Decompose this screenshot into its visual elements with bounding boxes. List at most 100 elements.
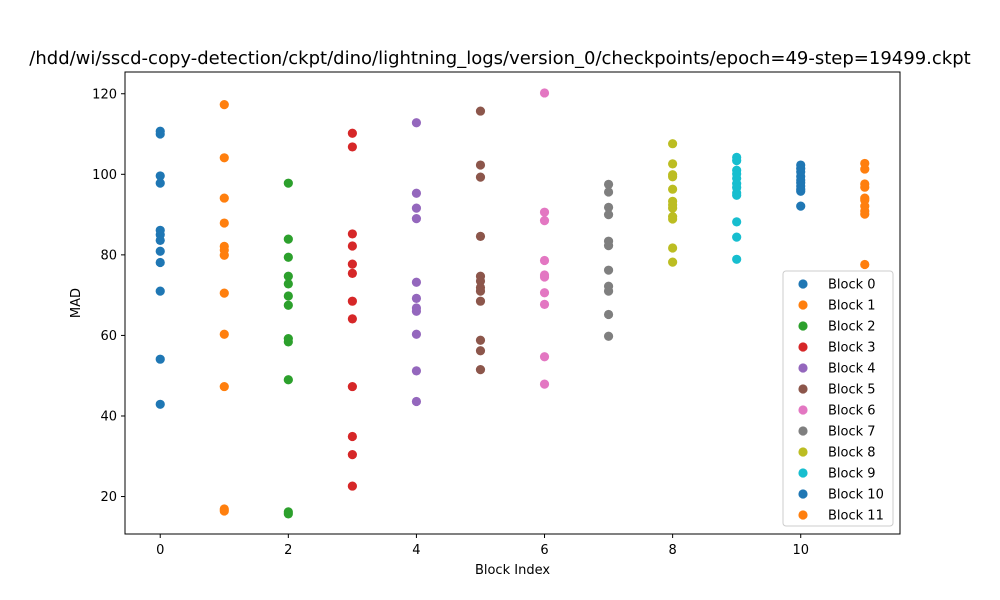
data-point-block-7-6 — [603, 265, 614, 275]
x-tick-label: 10 — [792, 543, 809, 558]
legend-label-block-3: Block 3 — [828, 341, 876, 356]
data-point-block-4-4 — [411, 277, 422, 287]
y-tick-label: 60 — [100, 329, 117, 344]
data-point-block-3-1 — [347, 142, 357, 152]
data-point-block-2-11 — [283, 509, 293, 519]
data-point-block-6-3 — [539, 255, 550, 266]
x-tick-label: 4 — [412, 543, 420, 558]
x-axis-label: Block Index — [475, 563, 550, 578]
legend-marker-block-3 — [798, 342, 808, 352]
data-point-block-5-0 — [475, 106, 486, 116]
data-point-block-5-1 — [475, 160, 486, 170]
x-axis-ticks: 0 2 4 6 8 10 — [156, 534, 809, 558]
data-point-block-1-1 — [219, 153, 229, 163]
data-point-block-4-9 — [411, 366, 422, 376]
data-point-block-4-1 — [411, 188, 422, 198]
data-point-block-4-2 — [411, 203, 422, 213]
data-point-block-2-1 — [283, 234, 293, 244]
legend-marker-block-4 — [798, 363, 808, 373]
data-point-block-9-10 — [732, 232, 742, 242]
data-point-block-7-9 — [603, 309, 614, 320]
data-point-block-11-1 — [860, 164, 870, 174]
legend-label-block-7: Block 7 — [828, 425, 876, 440]
data-point-block-6-9 — [539, 379, 550, 389]
data-point-block-1-8 — [219, 329, 229, 339]
legend-label-block-9: Block 9 — [828, 467, 876, 482]
data-point-block-2-0 — [283, 178, 293, 188]
data-point-block-0-10 — [155, 354, 165, 364]
data-point-block-8-1 — [668, 159, 678, 169]
data-point-block-8-11 — [668, 257, 678, 267]
data-point-block-2-8 — [283, 337, 293, 347]
plot-frame — [124, 71, 901, 535]
data-point-block-4-10 — [411, 396, 422, 407]
data-point-block-8-7 — [668, 203, 678, 213]
data-point-block-4-0 — [411, 118, 422, 128]
data-point-block-3-8 — [347, 381, 357, 392]
data-point-block-2-6 — [283, 300, 293, 310]
legend-marker-block-0 — [798, 279, 808, 289]
chart-title: /hdd/wi/sscd-copy-detection/ckpt/dino/li… — [29, 48, 970, 69]
data-point-block-2-9 — [283, 375, 293, 385]
data-point-block-7-10 — [603, 331, 614, 341]
legend-marker-block-5 — [798, 384, 808, 394]
data-point-block-10-9 — [796, 201, 806, 211]
legend-label-block-5: Block 5 — [828, 383, 876, 398]
data-point-block-4-5 — [411, 293, 422, 303]
data-point-block-0-2 — [155, 171, 165, 181]
data-point-block-3-9 — [347, 431, 357, 442]
y-tick-label: 80 — [100, 248, 117, 263]
legend-label-block-0: Block 0 — [828, 278, 876, 293]
data-point-block-3-5 — [347, 268, 357, 278]
y-tick-label: 120 — [92, 87, 117, 102]
data-point-block-3-10 — [347, 450, 357, 460]
data-point-block-6-2 — [539, 216, 550, 226]
data-point-block-4-7 — [411, 306, 422, 316]
data-point-block-3-2 — [347, 229, 357, 239]
y-axis-label: MAD — [69, 288, 84, 318]
legend-label-block-2: Block 2 — [828, 320, 876, 335]
data-point-block-0-8 — [155, 257, 165, 268]
data-point-block-1-6 — [219, 250, 229, 260]
data-point-block-8-4 — [668, 184, 678, 194]
legend: Block 0 Block 1 Block 2 Block 3 Block 4 Block… — [782, 270, 894, 527]
x-tick-label: 6 — [540, 543, 548, 558]
legend-label-block-6: Block 6 — [828, 404, 876, 419]
data-point-block-3-6 — [347, 296, 357, 306]
data-point-block-7-3 — [603, 209, 614, 220]
y-tick-label: 100 — [92, 168, 117, 183]
data-point-block-11-3 — [860, 182, 870, 192]
data-point-block-2-5 — [283, 291, 293, 301]
legend-marker-block-6 — [798, 405, 808, 415]
y-axis-ticks: 20 40 60 80 100 120 — [92, 87, 125, 505]
data-point-block-3-11 — [347, 481, 357, 491]
legend-label-block-8: Block 8 — [828, 446, 876, 461]
data-point-block-7-0 — [603, 179, 614, 189]
data-point-block-1-3 — [219, 218, 229, 228]
data-point-block-6-7 — [539, 299, 550, 310]
data-point-block-5-10 — [475, 346, 486, 356]
data-point-block-5-3 — [475, 231, 486, 241]
data-point-block-9-1 — [732, 156, 742, 166]
data-point-block-4-8 — [411, 329, 422, 339]
data-point-block-7-1 — [603, 187, 614, 197]
data-point-block-6-8 — [539, 352, 550, 362]
data-point-block-4-3 — [411, 214, 422, 224]
data-point-block-1-7 — [219, 288, 229, 298]
y-tick-label: 20 — [100, 490, 117, 505]
data-point-block-5-8 — [475, 296, 486, 306]
data-point-block-5-11 — [475, 365, 486, 375]
data-point-block-1-11 — [219, 506, 229, 516]
legend-marker-block-7 — [798, 426, 808, 436]
legend-frame — [782, 270, 894, 527]
legend-marker-block-9 — [798, 468, 808, 478]
data-point-block-8-9 — [668, 214, 678, 224]
y-tick-label: 40 — [100, 409, 117, 424]
data-points — [155, 88, 870, 519]
data-point-block-3-3 — [347, 241, 357, 251]
data-point-block-6-5 — [539, 272, 550, 282]
data-point-block-9-11 — [732, 254, 742, 264]
data-point-block-5-5 — [475, 276, 486, 286]
data-point-block-0-9 — [155, 286, 165, 296]
